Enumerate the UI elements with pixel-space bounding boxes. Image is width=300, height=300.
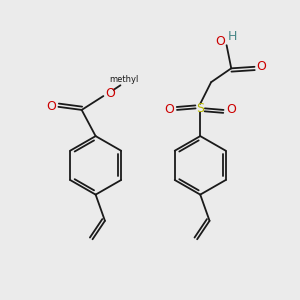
- FancyBboxPatch shape: [49, 103, 54, 110]
- FancyBboxPatch shape: [107, 90, 113, 97]
- FancyBboxPatch shape: [218, 38, 223, 45]
- FancyBboxPatch shape: [166, 106, 172, 113]
- Text: O: O: [215, 35, 225, 48]
- Text: O: O: [226, 103, 236, 116]
- Text: O: O: [46, 100, 56, 113]
- Text: O: O: [164, 103, 174, 116]
- Text: S: S: [196, 102, 204, 115]
- Text: H: H: [228, 29, 238, 43]
- FancyBboxPatch shape: [228, 106, 234, 113]
- FancyBboxPatch shape: [259, 63, 264, 70]
- Text: O: O: [256, 60, 266, 73]
- FancyBboxPatch shape: [197, 105, 203, 112]
- Text: O: O: [105, 87, 115, 100]
- Text: methyl: methyl: [109, 75, 138, 84]
